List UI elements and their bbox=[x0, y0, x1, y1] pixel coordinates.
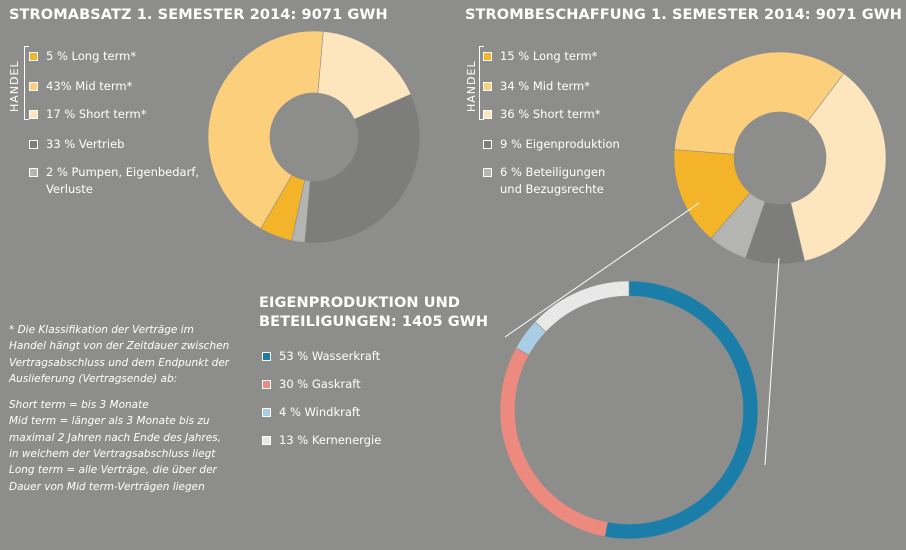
handel-bracket-right bbox=[479, 46, 484, 120]
footnote: * Die Klassifikation der Verträge im Han… bbox=[9, 322, 231, 495]
legend-swatch-mid-term bbox=[29, 82, 38, 91]
chart-title-eigenproduktion: EIGENPRODUKTION UND BETEILIGUNGEN: 1405 … bbox=[259, 294, 488, 332]
legend-line: 2 % Pumpen, Eigenbedarf, bbox=[46, 165, 200, 179]
legend-item-eigenproduktion: 9 % Eigenproduktion bbox=[500, 137, 620, 151]
footnote-mid-term: Mid term = länger als 3 Monate bis zu ma… bbox=[9, 415, 221, 461]
footnote-short-term: Short term = bis 3 Monate bbox=[9, 399, 149, 412]
footnote-intro: * Die Klassifikation der Verträge im Han… bbox=[9, 324, 230, 385]
legend-swatch-gaskraft bbox=[262, 380, 271, 389]
connector-line bbox=[504, 202, 700, 338]
legend-item-windkraft: 4 % Windkraft bbox=[279, 405, 361, 419]
legend-swatch-long-term bbox=[483, 52, 492, 61]
legend-swatch-pumpen bbox=[29, 168, 38, 177]
legend-swatch-long-term bbox=[29, 52, 38, 61]
legend-item-wasserkraft: 53 % Wasserkraft bbox=[279, 349, 381, 363]
legend-line: 6 % Beteiligungen bbox=[500, 165, 606, 179]
donut-hole-stromabsatz bbox=[270, 93, 358, 181]
legend-swatch-short-term bbox=[483, 110, 492, 119]
legend-swatch-eigenproduktion bbox=[483, 140, 492, 149]
legend-item-mid-term: 43% Mid term* bbox=[46, 79, 133, 93]
footnote-long-term: Long term = alle Verträge, die über der … bbox=[9, 464, 217, 493]
connector-line bbox=[764, 257, 780, 466]
chart-title-strombeschaffung: STROMBESCHAFFUNG 1. SEMESTER 2014: 9071 … bbox=[465, 7, 903, 23]
legend-item-vertrieb: 33 % Vertrieb bbox=[46, 137, 125, 151]
legend-item-gaskraft: 30 % Gaskraft bbox=[279, 377, 361, 391]
legend-item-long-term: 15 % Long term* bbox=[500, 49, 598, 63]
legend-line: Verluste bbox=[46, 182, 93, 196]
donut-hole-strombeschaffung bbox=[734, 112, 826, 204]
chart-title-line-1: EIGENPRODUKTION UND bbox=[259, 295, 461, 311]
legend-item-pumpen: 2 % Pumpen, Eigenbedarf, Verluste bbox=[46, 164, 199, 198]
chart-title-stromabsatz: STROMABSATZ 1. SEMESTER 2014: 9071 GWH bbox=[9, 7, 388, 23]
legend-swatch-wasserkraft bbox=[262, 352, 271, 361]
legend-item-long-term: 5 % Long term* bbox=[46, 49, 137, 63]
chart-title-line-2: BETEILIGUNGEN: 1405 GWH bbox=[259, 314, 489, 330]
legend-item-kernenergie: 13 % Kernenergie bbox=[279, 433, 382, 447]
legend-line: und Bezugsrechte bbox=[500, 182, 604, 196]
legend-item-mid-term: 34 % Mid term* bbox=[500, 79, 591, 93]
legend-swatch-kernenergie bbox=[262, 436, 271, 445]
legend-swatch-windkraft bbox=[262, 408, 271, 417]
legend-swatch-beteiligungen bbox=[483, 168, 492, 177]
legend-swatch-short-term bbox=[29, 110, 38, 119]
handel-bracket-left bbox=[24, 46, 29, 120]
legend-swatch-vertrieb bbox=[29, 140, 38, 149]
legend-swatch-mid-term bbox=[483, 82, 492, 91]
legend-item-short-term: 36 % Short term* bbox=[500, 107, 601, 121]
legend-item-beteiligungen: 6 % Beteiligungen und Bezugsrechte bbox=[500, 164, 605, 198]
donut-hole-eigenproduktion bbox=[515, 296, 743, 524]
legend-item-short-term: 17 % Short term* bbox=[46, 107, 147, 121]
